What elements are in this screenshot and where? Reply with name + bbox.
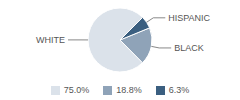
svg-text:HISPANIC: HISPANIC: [168, 13, 210, 23]
svg-text:BLACK: BLACK: [174, 43, 204, 53]
html-text:75.0%: 75.0%: [63, 85, 90, 95]
html-text:18.8%: 18.8%: [116, 85, 142, 95]
svg-text:WHITE: WHITE: [36, 35, 65, 45]
html-text:6.3%: 6.3%: [168, 85, 190, 95]
